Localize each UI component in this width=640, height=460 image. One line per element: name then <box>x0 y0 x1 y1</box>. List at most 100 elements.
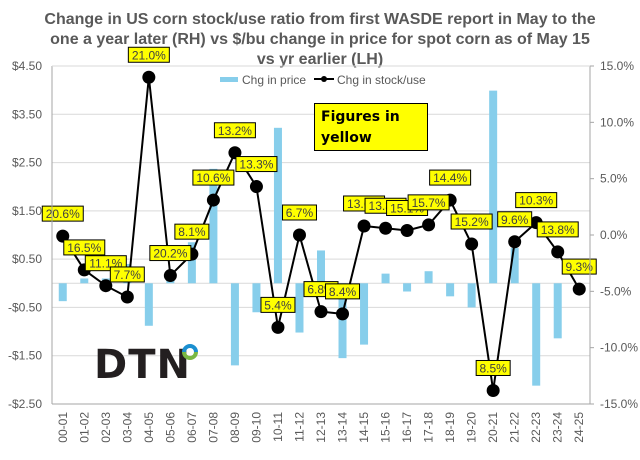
x-axis-tick-label: 11-12 <box>292 412 306 442</box>
data-label-box <box>149 245 192 262</box>
x-axis-tick-label: 14-15 <box>357 412 371 443</box>
price-bar <box>338 283 347 359</box>
price-bars <box>58 90 562 386</box>
x-axis-tick-label: 06-07 <box>185 412 199 443</box>
data-label-box <box>515 192 558 209</box>
data-label-box <box>450 213 493 230</box>
legend-label-stock-use: Chg in stock/use <box>337 73 426 87</box>
data-labels: 20.6%16.5%11.1%7.7%21.0%20.2%8.1%10.6%13… <box>41 46 597 376</box>
data-label-box <box>407 194 450 211</box>
dtn-logo-circle-icon <box>182 344 198 360</box>
data-label-box <box>497 211 533 228</box>
left-axis-tick-label: $4.50 <box>12 59 42 73</box>
data-label-box <box>127 46 170 63</box>
stock-use-point <box>336 307 350 321</box>
x-axis-tick-label: 20-21 <box>486 412 500 443</box>
x-axis-tick-label: 18-19 <box>443 412 457 443</box>
stock-use-line <box>56 70 586 397</box>
stock-use-point <box>379 221 393 235</box>
stock-use-point <box>314 305 328 319</box>
legend-marker <box>321 76 327 82</box>
data-label: 20.6% <box>46 207 80 221</box>
price-bar <box>553 283 562 339</box>
right-axis-tick-label: -10.0% <box>600 341 638 355</box>
legend: Chg in price Chg in stock/use <box>220 73 426 87</box>
stock-use-point <box>292 228 306 242</box>
data-label: 14.4% <box>433 171 467 185</box>
x-axis-tick-label: 22-23 <box>529 412 543 443</box>
x-axis-tick-label: 21-22 <box>508 412 522 443</box>
stock-use-point <box>163 269 177 283</box>
right-axis-tick-label: -15.0% <box>600 397 638 411</box>
left-axis-tick-label: -$0.50 <box>8 300 42 314</box>
data-label-box <box>281 204 317 221</box>
stock-use-point <box>271 320 285 334</box>
stock-use-point <box>551 245 565 259</box>
price-bar <box>209 168 218 284</box>
price-bar <box>58 283 67 302</box>
data-label-box <box>109 266 145 283</box>
data-label-box <box>561 258 597 275</box>
data-label: 15.7% <box>412 196 446 210</box>
data-label-box <box>429 169 472 186</box>
price-bar <box>446 283 455 297</box>
x-axis-tick-label: 12-13 <box>314 412 328 443</box>
right-axis-tick-label: 0.0% <box>600 228 628 242</box>
price-bar <box>317 250 325 284</box>
data-label-box <box>475 359 511 376</box>
x-axis-tick-label: 19-20 <box>465 412 479 443</box>
stock-use-point <box>508 235 522 249</box>
price-bar <box>489 90 498 284</box>
data-label-box <box>260 296 296 313</box>
data-label-box <box>41 205 84 222</box>
stock-use-point <box>99 279 113 293</box>
chart-title: Change in US corn stock/use ratio from f… <box>44 11 596 68</box>
right-axis-tick-label: -5.0% <box>600 284 632 298</box>
x-axis-tick-label: 04-05 <box>142 412 156 443</box>
stock-use-point <box>422 218 436 232</box>
left-axis-tick-label: $1.50 <box>12 204 42 218</box>
x-axis-tick-label: 09-10 <box>249 412 263 443</box>
data-label-box <box>235 156 278 173</box>
data-label-box <box>63 239 106 256</box>
stock-use-point <box>249 180 263 194</box>
data-label: 9.6% <box>501 213 529 227</box>
price-bar <box>360 283 369 345</box>
data-label: 10.3% <box>519 194 553 208</box>
stock-use-point <box>120 290 134 304</box>
x-axis-tick-label: 03-04 <box>120 412 134 443</box>
data-label: 8.4% <box>329 285 357 299</box>
dtn-logo: DTN <box>94 342 198 388</box>
price-bar <box>424 271 433 284</box>
data-label: 10.6% <box>196 171 230 185</box>
data-label: 5.4% <box>264 298 292 312</box>
price-bar <box>144 283 153 326</box>
data-label: 13.8% <box>541 223 575 237</box>
legend-label-price: Chg in price <box>242 73 306 87</box>
data-label-box <box>325 283 361 300</box>
data-label: 15.2% <box>455 215 489 229</box>
x-axis-tick-label: 10-11 <box>271 412 285 442</box>
x-axis-tick-label: 15-16 <box>379 412 393 443</box>
price-bar <box>187 242 196 284</box>
legend-swatch-price <box>220 77 238 82</box>
left-axis-tick-label: -$1.50 <box>8 349 42 363</box>
stock-use-point <box>486 383 500 397</box>
data-label-box <box>536 221 579 238</box>
stock-use-point <box>357 219 371 233</box>
data-label-box <box>174 223 210 240</box>
stock-use-point <box>56 229 70 243</box>
data-label-box <box>213 122 256 139</box>
data-label: 13.2% <box>218 124 252 138</box>
x-axis-tick-label: 16-17 <box>400 412 414 443</box>
price-bar <box>381 273 390 284</box>
price-bar <box>510 248 519 284</box>
dtn-logo-text: DTN <box>94 342 191 388</box>
stock-use-point <box>206 193 220 207</box>
stock-use-point <box>465 237 479 251</box>
data-label: 13.3% <box>239 158 273 172</box>
stock-use-point <box>142 70 156 84</box>
stock-use-point <box>228 146 242 160</box>
data-label: 6.7% <box>286 206 314 220</box>
